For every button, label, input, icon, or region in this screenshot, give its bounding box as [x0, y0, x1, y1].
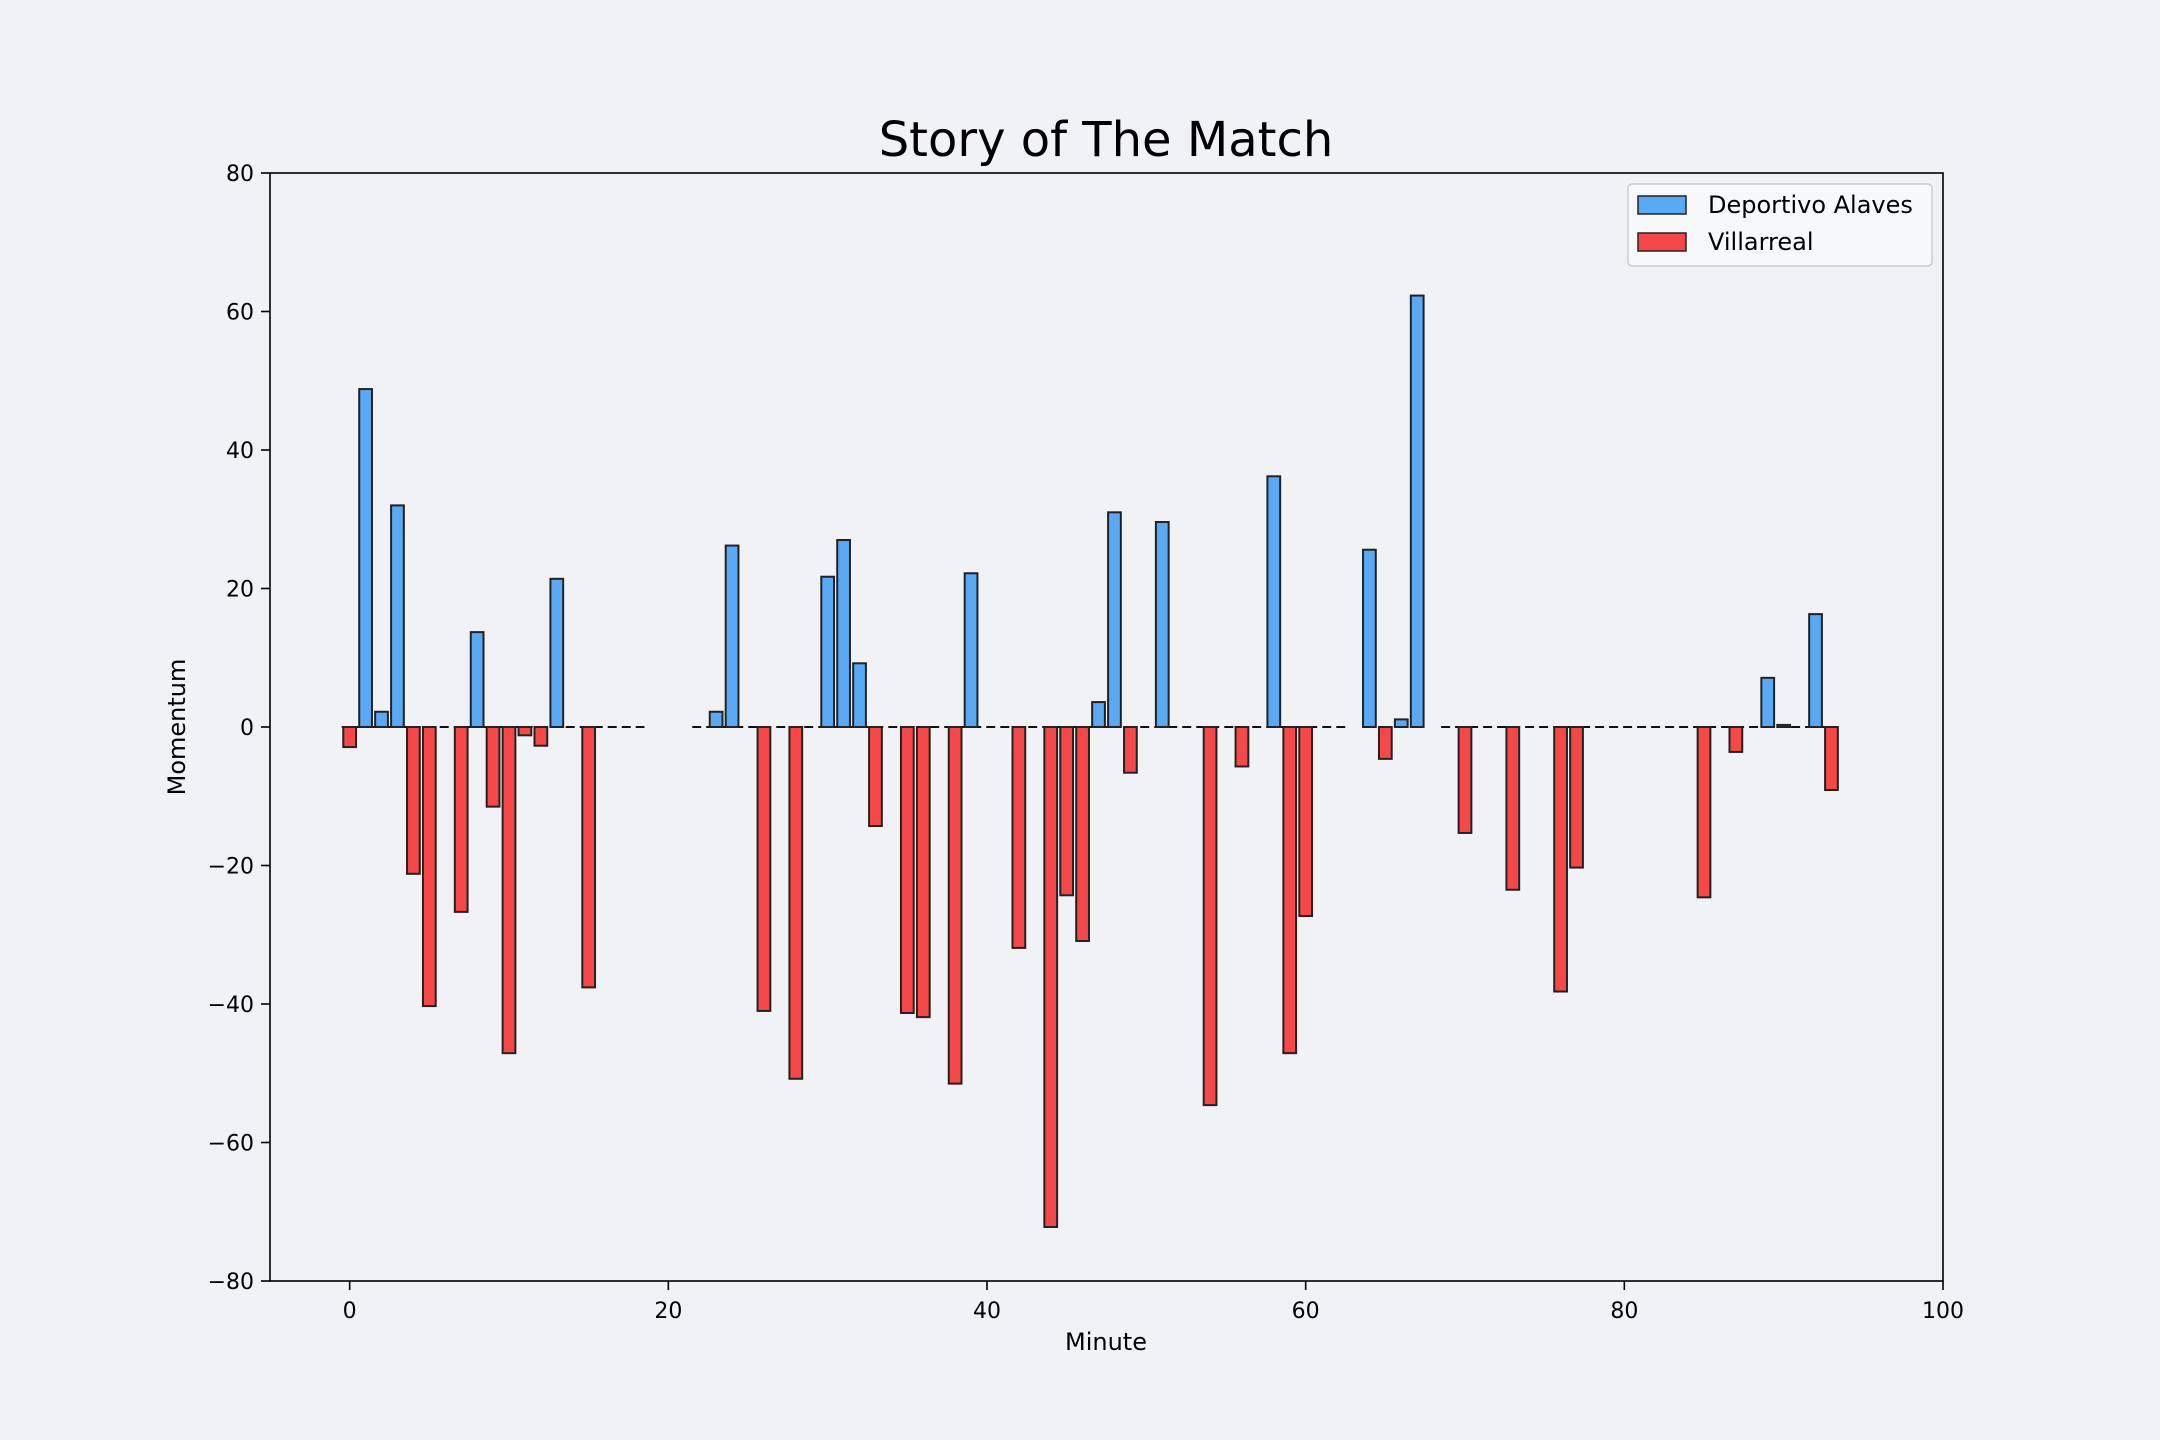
bar-deportivo-alaves-min-66	[1393, 718, 1409, 729]
y-tick-label-40: 40	[226, 439, 254, 464]
bar-deportivo-alaves-min-47	[1091, 701, 1106, 729]
bar-deportivo-alaves-min-30	[820, 575, 836, 728]
bar-villarreal-min-42	[1011, 726, 1027, 949]
bar-deportivo-alaves-min-39	[963, 572, 979, 729]
bar-villarreal-min-85	[1696, 726, 1712, 899]
bar-villarreal-min-93	[1824, 726, 1839, 792]
bar-deportivo-alaves-min-3	[390, 504, 405, 728]
bar-villarreal-min-5	[421, 726, 437, 1008]
bar-villarreal-min-56	[1234, 726, 1250, 768]
bar-deportivo-alaves-min-89	[1760, 676, 1776, 729]
x-tick-label-0: 0	[343, 1299, 357, 1324]
bar-deportivo-alaves-min-1	[358, 388, 373, 728]
bar-villarreal-min-76	[1553, 726, 1568, 993]
x-tick-label-100: 100	[1922, 1299, 1964, 1324]
bar-villarreal-min-70	[1457, 726, 1473, 834]
bar-villarreal-min-10	[501, 726, 517, 1055]
legend-box	[1627, 183, 1933, 267]
bar-villarreal-min-87	[1728, 726, 1744, 753]
y-axis: −80 −60 −40 −20 0 20 40 60 80	[208, 162, 270, 1295]
bar-deportivo-alaves-min-48	[1107, 511, 1122, 729]
bar-villarreal-min-38	[947, 726, 963, 1085]
y-tick-label--40: −40	[208, 993, 254, 1018]
bar-villarreal-min-44	[1043, 726, 1059, 1228]
bar-villarreal-min-4	[406, 726, 421, 875]
bar-deportivo-alaves-min-31	[836, 539, 851, 729]
bar-deportivo-alaves-min-2	[374, 710, 389, 729]
x-tick-label-80: 80	[1610, 1299, 1638, 1324]
x-tick-label-20: 20	[654, 1299, 682, 1324]
bar-deportivo-alaves-min-13	[549, 577, 565, 728]
bar-villarreal-min-60	[1298, 726, 1314, 918]
y-tick-label-60: 60	[226, 301, 254, 326]
x-tick-label-40: 40	[973, 1299, 1001, 1324]
legend-swatch-deportivo-alaves	[1637, 195, 1687, 215]
bar-deportivo-alaves-min-67	[1409, 294, 1425, 728]
plot-area	[341, 294, 1839, 1228]
legend: Deportivo Alaves Villarreal	[1627, 183, 1933, 267]
bar-villarreal-min-7	[453, 726, 469, 913]
bar-deportivo-alaves-min-8	[469, 631, 485, 728]
bar-villarreal-min-12	[533, 726, 549, 747]
bar-villarreal-min-15	[581, 726, 597, 989]
bar-villarreal-min-73	[1505, 726, 1521, 891]
bar-deportivo-alaves-min-51	[1154, 521, 1170, 729]
chart-title: Story of The Match	[879, 112, 1334, 168]
bar-villarreal-min-9	[485, 726, 501, 808]
y-tick-label--80: −80	[208, 1270, 254, 1295]
x-axis-label: Minute	[1065, 1328, 1147, 1356]
legend-swatch-villarreal	[1637, 232, 1687, 252]
bar-deportivo-alaves-min-90	[1776, 723, 1792, 728]
bar-villarreal-min-26	[756, 726, 772, 1012]
bar-deportivo-alaves-min-23	[708, 710, 724, 729]
bar-villarreal-min-28	[788, 726, 804, 1080]
bar-deportivo-alaves-min-32	[852, 662, 867, 728]
bar-villarreal-min-59	[1282, 726, 1298, 1055]
bar-villarreal-min-11	[517, 726, 533, 737]
y-tick-label-80: 80	[226, 162, 254, 187]
legend-label-villarreal: Villarreal	[1708, 228, 1814, 256]
y-tick-label--20: −20	[208, 855, 254, 880]
y-tick-label-0: 0	[240, 716, 254, 741]
bar-deportivo-alaves-min-92	[1808, 613, 1823, 728]
legend-label-deportivo-alaves: Deportivo Alaves	[1708, 191, 1913, 219]
x-tick-label-60: 60	[1292, 1299, 1320, 1324]
y-tick-label-20: 20	[226, 578, 254, 603]
bar-villarreal-min-65	[1377, 726, 1393, 760]
x-axis: 0 20 40 60 80 100	[343, 1281, 1964, 1324]
bar-villarreal-min-35	[899, 726, 915, 1015]
bar-villarreal-min-46	[1075, 726, 1090, 942]
bar-villarreal-min-54	[1202, 726, 1218, 1107]
bar-villarreal-min-77	[1569, 726, 1584, 869]
bar-villarreal-min-45	[1059, 726, 1075, 897]
bar-villarreal-min-33	[868, 726, 883, 828]
y-axis-label: Momentum	[163, 659, 191, 796]
bar-villarreal-min-36	[915, 726, 931, 1019]
bar-deportivo-alaves-min-58	[1266, 475, 1282, 728]
bar-deportivo-alaves-min-64	[1362, 548, 1377, 728]
y-tick-label--60: −60	[208, 1132, 254, 1157]
bar-deportivo-alaves-min-24	[724, 544, 740, 728]
bar-villarreal-min-49	[1123, 726, 1138, 774]
bar-villarreal-min-0	[342, 726, 358, 749]
